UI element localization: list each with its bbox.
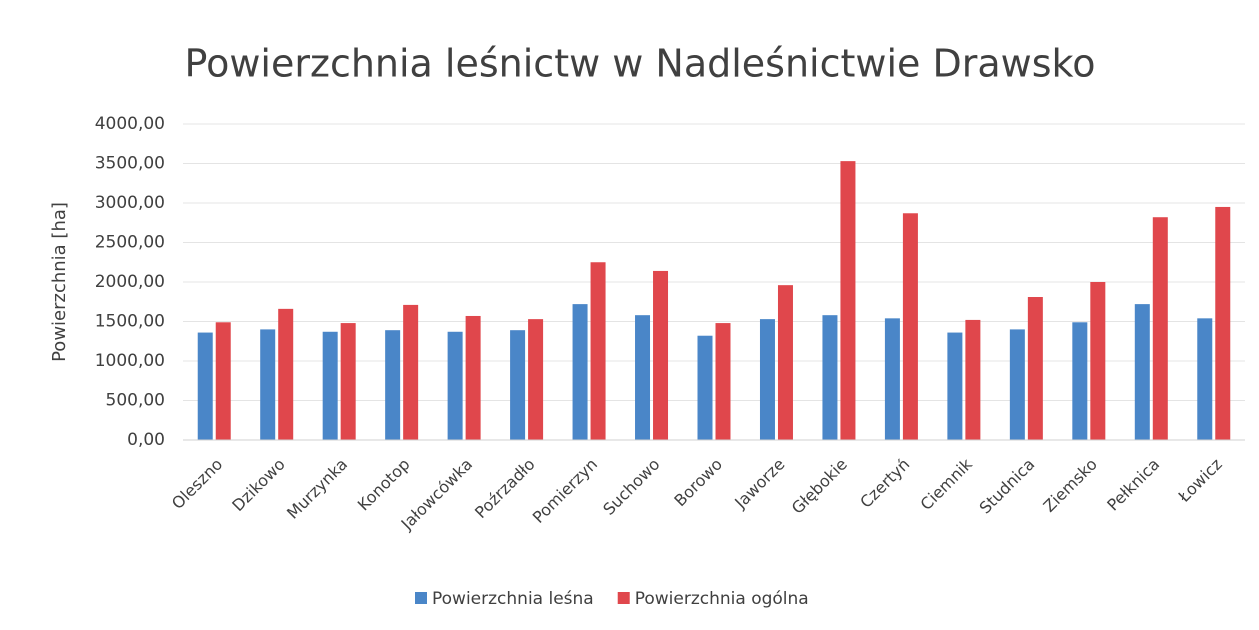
- x-tick-label: Ziemsko: [1040, 455, 1101, 516]
- bar: [278, 308, 294, 440]
- legend-swatch: [415, 592, 427, 604]
- x-tick-label: Pomierzyn: [529, 455, 601, 527]
- bar: [1134, 304, 1150, 440]
- bar: [777, 285, 793, 440]
- bar: [590, 262, 606, 440]
- x-tick-label: Czertyń: [856, 455, 913, 512]
- bar: [197, 332, 213, 440]
- x-tick-label: Murzynka: [283, 455, 351, 523]
- x-tick-label: Poźrzadło: [471, 455, 539, 523]
- y-tick-label: 3500,00: [95, 154, 165, 174]
- bar: [947, 332, 963, 440]
- bar: [884, 318, 900, 440]
- bar: [465, 315, 481, 440]
- bar: [1072, 322, 1088, 440]
- x-tick-label: Łowicz: [1174, 455, 1226, 507]
- y-axis-title: Powierzchnia [ha]: [49, 202, 70, 362]
- bar: [1027, 297, 1043, 440]
- bar: [965, 319, 981, 440]
- x-tick-label: Suchowo: [599, 455, 663, 519]
- legend-label: Powierzchnia leśna: [432, 589, 594, 609]
- bar: [715, 323, 731, 440]
- x-tick-label: Głębokie: [788, 455, 851, 518]
- bar: [572, 304, 588, 440]
- bar: [902, 213, 918, 440]
- bar: [653, 270, 669, 440]
- y-tick-label: 1000,00: [95, 351, 165, 371]
- x-tick-label: Jaworze: [730, 455, 788, 513]
- x-tick-label: Konotop: [354, 455, 414, 515]
- bar: [340, 323, 356, 440]
- legend-swatch: [617, 592, 630, 604]
- x-tick-label: Oleszno: [168, 455, 226, 513]
- bar: [1090, 282, 1106, 440]
- bar: [403, 304, 419, 440]
- bar: [635, 315, 651, 440]
- bar: [1152, 217, 1168, 440]
- x-tick-label: Borowo: [670, 455, 726, 511]
- y-tick-label: 4000,00: [95, 114, 165, 134]
- bar: [528, 319, 544, 440]
- y-tick-label: 500,00: [106, 391, 165, 411]
- bar: [322, 331, 338, 440]
- bar: [822, 315, 838, 440]
- bar: [1009, 329, 1025, 440]
- y-tick-label: 3000,00: [95, 193, 165, 213]
- bar: [1215, 206, 1231, 440]
- x-tick-label: Studnica: [975, 455, 1038, 518]
- x-tick-label: Pełknica: [1103, 455, 1163, 515]
- bar: [840, 161, 856, 440]
- x-tick-label: Dzikowo: [228, 455, 288, 515]
- y-tick-label: 2000,00: [95, 272, 165, 292]
- y-tick-label: 0,00: [127, 430, 165, 450]
- bar: [215, 322, 231, 440]
- bar: [447, 331, 463, 440]
- bar: [385, 330, 401, 440]
- legend-label: Powierzchnia ogólna: [635, 589, 809, 609]
- bar: [510, 330, 526, 440]
- y-tick-label: 2500,00: [95, 233, 165, 253]
- bar: [697, 335, 713, 440]
- y-tick-label: 1500,00: [95, 312, 165, 332]
- bar: [759, 319, 775, 440]
- bar: [1197, 318, 1213, 440]
- chart-title: Powierzchnia leśnictw w Nadleśnictwie Dr…: [185, 42, 1096, 86]
- x-tick-label: Ciemnik: [917, 454, 977, 514]
- bar: [260, 329, 276, 440]
